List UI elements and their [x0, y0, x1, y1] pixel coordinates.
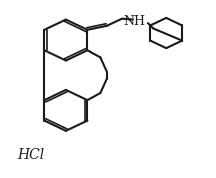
- Text: HCl: HCl: [17, 148, 44, 162]
- Text: NH: NH: [123, 15, 145, 28]
